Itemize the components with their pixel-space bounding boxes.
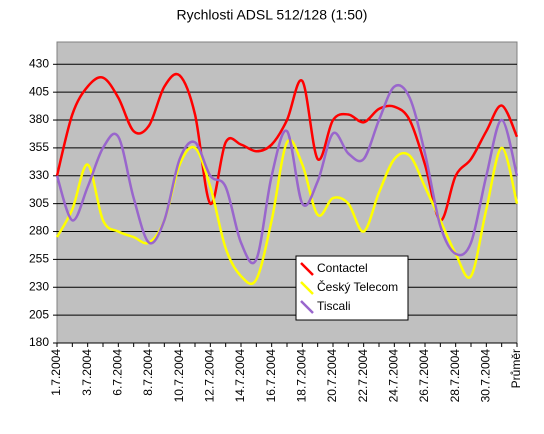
legend-swatch <box>300 262 314 276</box>
chart-title: Rychlosti ADSL 512/128 (1:50) <box>177 7 368 23</box>
legend-label: Contactel <box>317 261 368 275</box>
legend-swatch <box>300 281 314 295</box>
y-tick-label: 430 <box>29 56 49 70</box>
legend <box>295 255 409 321</box>
x-tick-label: 20.7.2004 <box>325 349 339 403</box>
legend-label: Tiscali <box>317 299 351 313</box>
x-tick-label: 26.7.2004 <box>417 349 431 403</box>
x-tick-label: 22.7.2004 <box>356 349 370 403</box>
y-tick-label: 255 <box>29 252 49 266</box>
x-tick-label: Průměr <box>509 349 523 388</box>
x-tick-label: 10.7.2004 <box>172 349 186 403</box>
x-tick-label: 3.7.2004 <box>80 349 94 396</box>
y-tick-label: 230 <box>29 279 49 293</box>
x-tick-label: 28.7.2004 <box>448 349 462 403</box>
x-tick-label: 24.7.2004 <box>387 349 401 403</box>
y-tick-label: 280 <box>29 224 49 238</box>
legend-swatch <box>300 300 314 314</box>
x-tick-label: 16.7.2004 <box>264 349 278 403</box>
plot-area <box>56 41 518 344</box>
x-tick-label: 30.7.2004 <box>479 349 493 403</box>
x-tick-label: 12.7.2004 <box>203 349 217 403</box>
legend-label: Český Telecom <box>317 279 398 294</box>
x-tick-label: 18.7.2004 <box>295 349 309 403</box>
x-tick-label: 6.7.2004 <box>111 349 125 396</box>
x-tick-label: 14.7.2004 <box>233 349 247 403</box>
x-tick-label: 1.7.2004 <box>49 349 63 396</box>
y-tick-label: 380 <box>29 112 49 126</box>
series-line <box>55 138 519 286</box>
y-tick-label: 405 <box>29 84 49 98</box>
series-line <box>55 83 519 265</box>
y-tick-label: 355 <box>29 140 49 154</box>
y-tick-label: 205 <box>29 307 49 321</box>
y-tick-label: 180 <box>29 335 49 349</box>
x-tick-label: 8.7.2004 <box>141 349 155 396</box>
y-tick-label: 330 <box>29 168 49 182</box>
y-tick-label: 305 <box>29 196 49 210</box>
